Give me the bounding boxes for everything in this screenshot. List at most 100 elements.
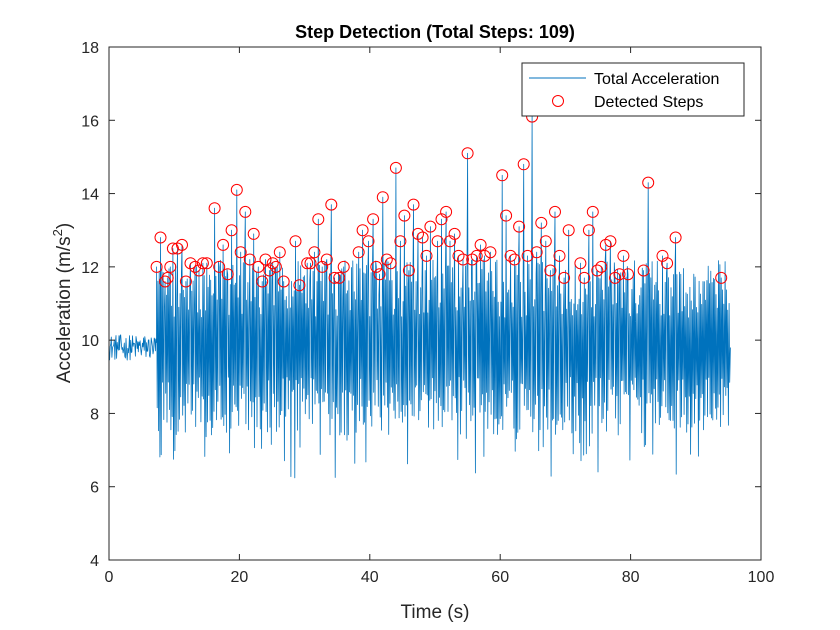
- detected-step-marker: [259, 253, 272, 266]
- detected-step-marker: [470, 249, 483, 262]
- detected-step-marker: [622, 268, 634, 281]
- detected-step-marker: [325, 198, 338, 211]
- detected-step-marker: [376, 191, 389, 204]
- detected-step-marker: [266, 257, 279, 270]
- detected-step-marker: [416, 231, 429, 244]
- detected-step-marker: [535, 216, 548, 229]
- detected-step-marker: [562, 224, 575, 237]
- detected-step-marker: [196, 257, 209, 270]
- y-axis-title-close: ): [54, 223, 75, 229]
- legend-label-total-acceleration: Total Acceleration: [594, 71, 719, 88]
- detected-step-marker: [457, 253, 469, 266]
- detected-step-marker: [356, 224, 369, 237]
- y-tick-label: 12: [81, 260, 99, 277]
- detected-step-marker: [208, 202, 221, 215]
- y-tick-label: 18: [81, 40, 99, 57]
- detected-step-marker: [184, 257, 197, 270]
- detected-step-marker: [604, 235, 617, 248]
- detected-step-marker: [402, 264, 415, 277]
- legend: Total Acceleration Detected Steps: [521, 62, 745, 117]
- detected-step-marker: [474, 238, 487, 251]
- detected-step-marker: [394, 235, 407, 248]
- detected-step-marker: [225, 224, 238, 237]
- detected-step-marker: [234, 246, 247, 259]
- x-axis-title: Time (s): [401, 602, 470, 623]
- detected-step-marker: [337, 260, 350, 273]
- y-axis-title: Acceleration (m/s2): [50, 223, 75, 383]
- detected-step-marker: [582, 224, 595, 237]
- detected-step-marker: [637, 264, 650, 277]
- detected-step-marker: [213, 260, 226, 273]
- detected-step-marker: [549, 205, 561, 218]
- detected-step-marker: [444, 235, 456, 248]
- detected-step-marker: [484, 246, 497, 259]
- detected-step-marker: [500, 209, 513, 222]
- detected-step-marker: [574, 257, 587, 270]
- detected-step-marker: [461, 147, 474, 160]
- detected-step-marker: [164, 260, 177, 273]
- detected-step-marker: [277, 275, 290, 288]
- detected-step-marker: [466, 253, 479, 266]
- detected-step-marker: [478, 249, 491, 262]
- detected-step-marker: [586, 205, 599, 218]
- detected-step-marker: [362, 235, 375, 248]
- axes-box: [108, 46, 762, 561]
- legend-box: [521, 62, 745, 117]
- y-tick-label: 10: [81, 333, 99, 350]
- detected-step-marker: [193, 264, 205, 277]
- y-tick-label: 14: [81, 187, 99, 204]
- detected-step-marker: [613, 268, 626, 281]
- detected-step-marker: [420, 249, 433, 262]
- detected-step-marker: [431, 235, 444, 248]
- y-tick-label: 16: [81, 113, 99, 130]
- detected-step-marker: [179, 275, 192, 288]
- detected-step-marker: [256, 275, 269, 288]
- x-tick-label: 20: [231, 569, 249, 586]
- legend-label-detected-steps: Detected Steps: [594, 94, 703, 111]
- detected-step-marker: [367, 213, 380, 226]
- detected-step-marker: [435, 213, 448, 226]
- detected-step-marker: [273, 246, 286, 259]
- detected-step-marker: [591, 264, 604, 277]
- detected-step-marker: [504, 249, 517, 262]
- detected-step-marker: [373, 268, 386, 281]
- detected-step-marker: [289, 235, 302, 248]
- detected-step-marker: [221, 268, 234, 281]
- detected-step-marker: [599, 238, 612, 251]
- detected-step-marker: [656, 249, 669, 262]
- tick-layer: 0 20 40 60 80 100 4 6 8 10 12 14 16 18: [81, 40, 774, 586]
- detected-step-marker: [452, 249, 465, 262]
- detected-step-marker: [189, 260, 202, 273]
- detected-step-marker: [159, 275, 172, 288]
- x-tick-label: 80: [622, 569, 640, 586]
- chart-title: Step Detection (Total Steps: 109): [295, 22, 575, 42]
- detected-step-marker: [230, 183, 243, 196]
- detected-step-marker: [239, 205, 252, 218]
- detected-step-marker: [412, 227, 424, 240]
- detected-step-marker: [161, 271, 174, 284]
- y-tick-label: 4: [90, 553, 99, 570]
- detected-step-marker: [553, 249, 566, 262]
- detected-step-marker: [370, 260, 383, 273]
- detected-step-marker: [578, 271, 591, 284]
- detected-step-marker: [252, 260, 265, 273]
- detected-step-marker: [200, 257, 213, 270]
- x-tick-label: 40: [361, 569, 379, 586]
- y-axis-title-superscript: 2: [50, 229, 65, 236]
- detected-step-marker: [508, 253, 521, 266]
- detected-step-marker: [243, 253, 256, 266]
- total-acceleration-line: [108, 116, 731, 479]
- detected-step-marker: [384, 257, 397, 270]
- detected-step-marker: [539, 235, 552, 248]
- detected-step-marker: [407, 198, 420, 211]
- detected-step-marker: [171, 242, 184, 255]
- x-tick-label: 100: [748, 569, 775, 586]
- y-tick-label: 8: [90, 406, 99, 423]
- marker-layer: [150, 110, 728, 292]
- x-tick-label: 0: [105, 569, 114, 586]
- detected-step-marker: [496, 169, 509, 182]
- detected-step-marker: [448, 227, 461, 240]
- detected-step-marker: [320, 253, 333, 266]
- detected-step-marker: [642, 176, 655, 189]
